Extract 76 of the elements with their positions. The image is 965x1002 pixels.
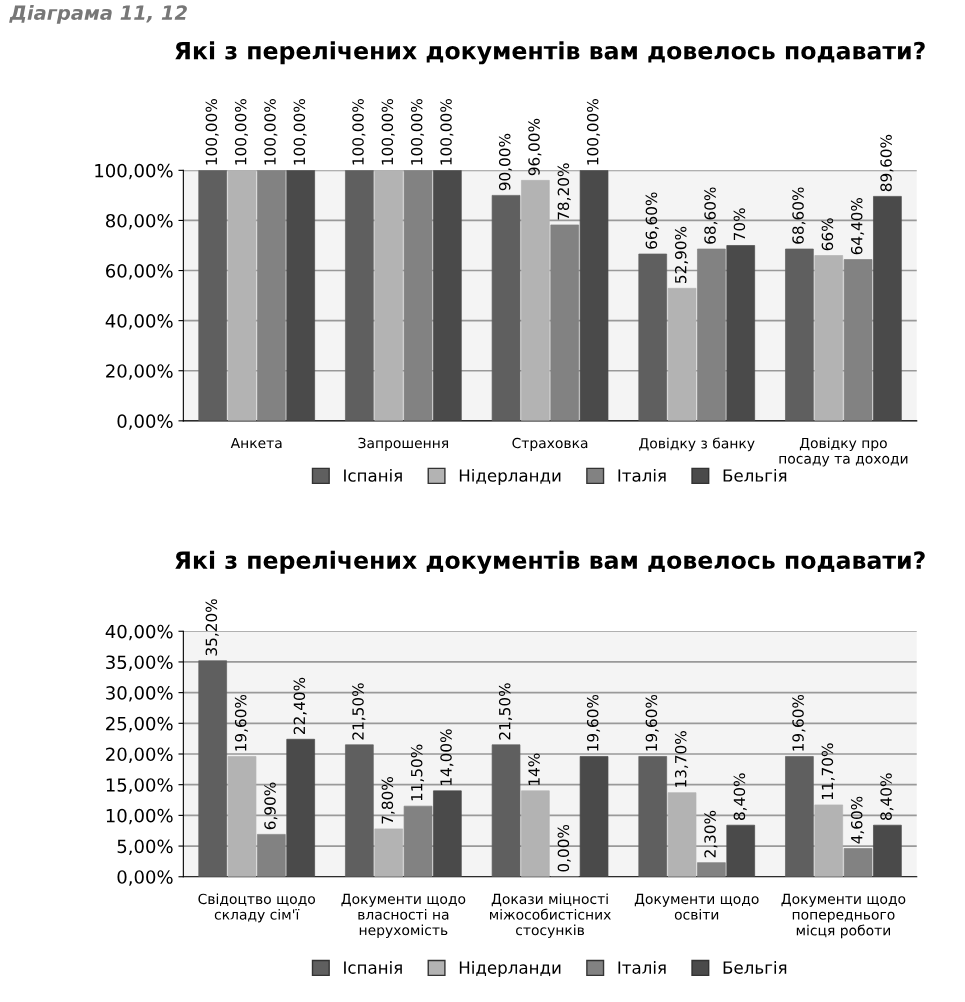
y-tick-label: 35,00% bbox=[106, 655, 173, 671]
data-label: 100,00% bbox=[586, 99, 601, 165]
y-tick-label: 100,00% bbox=[95, 163, 173, 180]
data-label: 100,00% bbox=[410, 99, 425, 165]
data-label: 89,60% bbox=[880, 134, 894, 192]
data-label: 64,40% bbox=[850, 197, 865, 255]
data-label: 7,80% bbox=[381, 777, 395, 824]
data-label: 68,60% bbox=[792, 187, 806, 244]
y-tick-label: 20,00% bbox=[106, 747, 173, 763]
y-tick-label: 10,00% bbox=[106, 808, 173, 825]
data-label: 21,50% bbox=[352, 683, 366, 740]
y-tick-label: 0,00% bbox=[117, 414, 173, 430]
data-label: 35,20% bbox=[205, 599, 219, 656]
y-tick-label: 5,00% bbox=[117, 839, 173, 856]
data-label: 19,60% bbox=[234, 694, 249, 751]
data-label: 19,60% bbox=[586, 694, 601, 751]
data-label: 78,20% bbox=[557, 163, 571, 220]
x-tick-label: Довідку з банку bbox=[639, 437, 755, 452]
data-label: 100,00% bbox=[293, 99, 307, 165]
data-label: 14% bbox=[528, 753, 540, 785]
legend-label: Іспанія bbox=[344, 468, 402, 482]
data-label: 100,00% bbox=[440, 99, 454, 165]
x-tick-label: Страховка bbox=[512, 437, 588, 451]
x-tick-label: Запрошення bbox=[358, 437, 448, 451]
data-label: 68,60% bbox=[704, 187, 718, 244]
legend-label: Нідерланди bbox=[459, 468, 561, 486]
chart-title: Які з перелічених документів вам довелось подавати? bbox=[175, 550, 925, 574]
data-label: 0,00% bbox=[557, 824, 571, 872]
data-label: 8,40% bbox=[880, 773, 894, 820]
x-tick-label: Докази міцності міжособистісних стосунків bbox=[490, 893, 611, 938]
y-tick-label: 80,00% bbox=[106, 213, 173, 230]
data-label: 21,50% bbox=[498, 683, 513, 740]
y-tick-label: 25,00% bbox=[106, 716, 173, 733]
data-label: 2,30% bbox=[704, 810, 718, 858]
x-tick-label: Довідку про посаду та доходи bbox=[779, 437, 908, 467]
legend-label: Італія bbox=[618, 960, 666, 974]
x-tick-label: Документи щодо попереднього місця роботи bbox=[781, 893, 906, 939]
y-tick-label: 40,00% bbox=[105, 314, 173, 330]
y-tick-label: 0,00% bbox=[117, 870, 173, 886]
y-tick-label: 60,00% bbox=[106, 264, 173, 280]
x-tick-label: Документи щодо власності на нерухомість bbox=[341, 893, 466, 938]
legend-label: Бельгія bbox=[723, 468, 787, 482]
y-tick-label: 20,00% bbox=[106, 364, 173, 380]
legend-label: Бельгія bbox=[723, 960, 787, 974]
data-label: 11,70% bbox=[821, 743, 835, 800]
y-tick-label: 30,00% bbox=[106, 686, 173, 702]
legend-label: Іспанія bbox=[344, 960, 402, 974]
data-label: 19,60% bbox=[792, 694, 806, 751]
data-label: 100,00% bbox=[234, 99, 249, 165]
data-label: 6,90% bbox=[264, 782, 278, 830]
x-tick-label: Документи щодо освіти bbox=[634, 893, 759, 920]
data-label: 66,60% bbox=[645, 192, 659, 249]
data-label: 66% bbox=[821, 218, 834, 251]
y-tick-label: 40,00% bbox=[105, 624, 173, 641]
data-label: 100,00% bbox=[381, 99, 395, 165]
y-tick-label: 15,00% bbox=[106, 778, 173, 794]
data-label: 100,00% bbox=[264, 99, 278, 165]
legend-label: Італія bbox=[618, 468, 666, 482]
data-label: 100,00% bbox=[352, 99, 366, 165]
data-label: 100,00% bbox=[205, 99, 219, 165]
data-label: 70% bbox=[733, 208, 746, 241]
text: Діаграма 11, 12 bbox=[9, 5, 187, 24]
data-label: 96,00% bbox=[528, 118, 542, 176]
data-label: 52,90% bbox=[674, 226, 689, 283]
legend-label: Нідерланди bbox=[459, 960, 561, 978]
data-label: 22,40% bbox=[293, 677, 307, 734]
x-tick-label: Свідоцтво щодо складу сім'ї bbox=[198, 893, 316, 923]
data-label: 4,60% bbox=[850, 796, 865, 844]
data-label: 14,00% bbox=[440, 729, 454, 785]
data-label: 90,00% bbox=[498, 133, 513, 191]
chart-title: Які з перелічених документів вам довелось подавати? bbox=[175, 41, 925, 65]
data-label: 13,70% bbox=[674, 731, 689, 787]
data-label: 11,50% bbox=[410, 744, 425, 801]
data-label: 8,40% bbox=[733, 773, 747, 820]
data-label: 19,60% bbox=[645, 694, 659, 751]
x-tick-label: Анкета bbox=[230, 437, 282, 449]
